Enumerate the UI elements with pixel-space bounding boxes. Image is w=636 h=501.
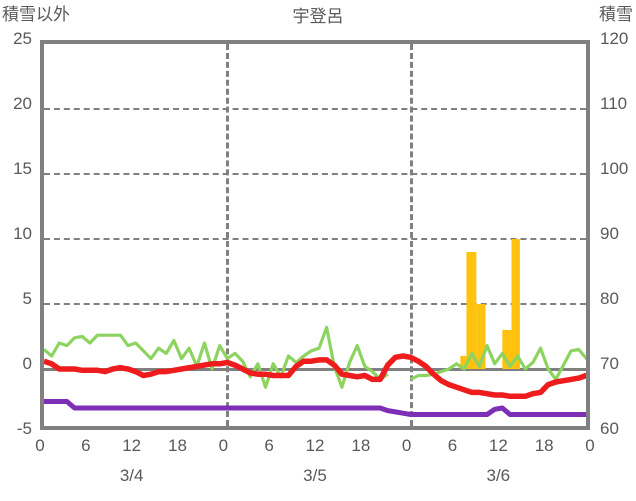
y-axis-tick-right: 110 [600,94,628,113]
bar [466,252,477,369]
gridline-horizontal [44,238,586,240]
x-axis-tick: 6 [264,436,274,455]
bar-series-snowfall [460,239,520,369]
x-axis-tick: 0 [401,436,412,455]
x-axis-day-label: 3/5 [303,466,327,485]
gridline-vertical-day [226,44,230,426]
plot-inner [44,44,586,426]
x-axis-tick: 0 [218,436,229,455]
bar [502,330,512,369]
x-axis-tick: 18 [534,436,554,455]
line-series [44,399,586,417]
line-series [44,325,586,389]
y-axis-tick-right: 100 [600,159,629,178]
y-axis-tick-right: 120 [600,29,629,48]
y-axis-tick-left: 20 [13,94,32,113]
x-axis-tick: 12 [488,436,508,455]
x-axis-tick: 18 [351,436,371,455]
plot-area [40,40,590,430]
left-axis-title: 積雪以外 [2,5,70,24]
bar [511,239,520,369]
line-series [44,353,586,400]
y-axis-tick-left: 15 [13,159,32,178]
y-axis-tick-right: 80 [600,289,619,308]
y-axis-tick-left: 25 [13,29,32,48]
y-axis-tick-right: 60 [600,419,619,438]
gridline-horizontal [44,303,586,305]
x-axis-tick: 6 [81,436,91,455]
chart-title: 宇登呂 [292,7,344,26]
series-layer [44,239,586,417]
x-axis-day-label: 3/4 [119,466,144,485]
y-axis-tick-right: 90 [600,224,619,243]
x-axis-tick: 6 [447,436,458,455]
gridline-horizontal [44,173,586,175]
y-axis-tick-left: 10 [13,224,32,243]
gridline-horizontal [44,108,586,110]
x-axis-tick: 12 [122,436,142,455]
bar [476,304,486,369]
y-axis-tick-left: 0 [22,354,32,373]
x-axis-day-label: 3/6 [486,466,511,485]
x-axis-tick: 18 [168,436,187,455]
y-axis-tick-right: 70 [600,354,619,373]
x-axis-tick: 12 [305,436,325,455]
y-axis-tick-left: 5 [22,289,32,308]
right-axis-title: 積雪 [599,5,633,24]
gridline-vertical-day [409,44,413,426]
bar [460,356,467,369]
y-axis-tick-left: -5 [16,419,32,438]
gridline-horizontal [44,368,586,371]
x-axis-tick: 0 [585,436,595,455]
x-axis-tick: 0 [35,436,45,455]
